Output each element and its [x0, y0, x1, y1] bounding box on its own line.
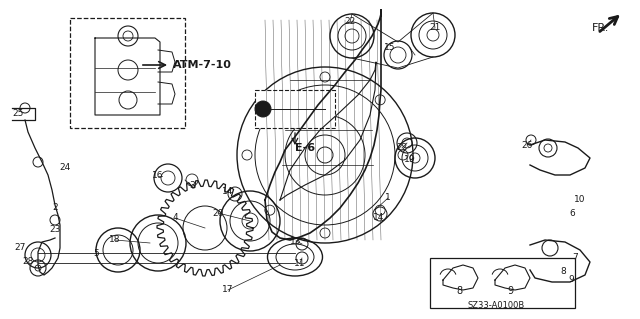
Text: 10: 10: [574, 196, 586, 204]
Text: 24: 24: [60, 164, 70, 173]
Text: 26: 26: [522, 140, 532, 150]
Text: 4: 4: [172, 213, 178, 222]
Text: 7: 7: [572, 254, 578, 263]
Text: 6: 6: [569, 209, 575, 218]
Text: 16: 16: [152, 172, 164, 181]
Text: 19: 19: [404, 155, 416, 165]
Text: 14: 14: [373, 213, 385, 222]
Text: 25: 25: [12, 108, 24, 117]
Text: 8: 8: [560, 266, 566, 276]
Text: 21: 21: [429, 24, 441, 33]
Text: 22: 22: [396, 144, 408, 152]
Text: 20: 20: [212, 209, 224, 218]
Text: 13: 13: [291, 236, 301, 246]
Text: E-6: E-6: [295, 143, 315, 153]
Text: 14: 14: [222, 188, 234, 197]
Bar: [70, 18, 185, 128]
Text: 18: 18: [109, 235, 121, 244]
Text: 23: 23: [49, 226, 61, 234]
Text: 9: 9: [507, 286, 513, 296]
Bar: [430, 258, 575, 308]
Text: 1: 1: [385, 194, 391, 203]
Text: ATM-7-10: ATM-7-10: [173, 60, 232, 70]
Text: 5: 5: [93, 249, 99, 257]
Text: SZ33-A0100B: SZ33-A0100B: [467, 300, 525, 309]
Text: 9: 9: [568, 276, 574, 285]
Bar: [255, 90, 335, 128]
Text: 8: 8: [456, 286, 462, 296]
Text: 3: 3: [189, 182, 195, 190]
Text: 17: 17: [222, 286, 234, 294]
Text: 11: 11: [294, 258, 306, 268]
Text: FR.: FR.: [592, 23, 610, 33]
Text: 15: 15: [384, 43, 396, 53]
Text: 28: 28: [22, 257, 34, 266]
Circle shape: [255, 101, 271, 117]
Text: 27: 27: [14, 243, 26, 253]
Text: 22: 22: [344, 18, 356, 26]
Text: 2: 2: [52, 204, 58, 212]
